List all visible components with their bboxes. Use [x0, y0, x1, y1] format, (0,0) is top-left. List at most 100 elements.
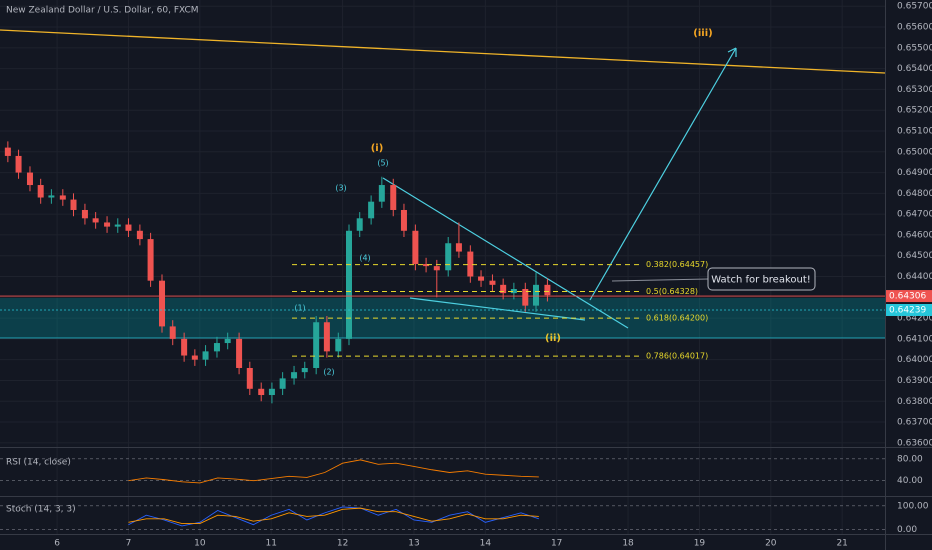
- indicator-line: [128, 506, 539, 527]
- candle-body: [268, 388, 275, 396]
- support-zone: [0, 298, 885, 338]
- candle-body: [236, 338, 243, 368]
- candle-body: [169, 326, 176, 339]
- candle-body: [4, 147, 11, 156]
- candle-body: [356, 218, 363, 231]
- y-tick-label: 0.63600: [897, 438, 932, 448]
- x-tick-label: 11: [265, 539, 276, 549]
- callout-pointer: [611, 278, 709, 282]
- y-tick-label: 0.64800: [897, 189, 932, 199]
- candle-body: [246, 367, 253, 389]
- candle-body: [258, 388, 265, 396]
- y-tick-label: 100.00: [897, 501, 929, 511]
- candle-body: [37, 185, 44, 198]
- price-label-box: [886, 303, 932, 316]
- y-tick-label: 0.64600: [897, 230, 932, 240]
- x-tick-label: 20: [765, 539, 777, 549]
- y-tick-label: 0.00: [897, 525, 917, 535]
- x-tick-label: 17: [551, 539, 562, 549]
- candle-body: [136, 230, 143, 240]
- x-tick-label: 19: [694, 539, 706, 549]
- y-tick-label: 0.65000: [897, 147, 932, 157]
- y-tick-label: 80.00: [897, 454, 923, 464]
- candle-body: [346, 230, 353, 339]
- x-tick-label: 12: [337, 539, 348, 549]
- y-tick-label: 0.63700: [897, 418, 932, 428]
- price-label-box: [886, 290, 932, 303]
- candle-body: [378, 185, 385, 202]
- wave-label: (i): [371, 143, 384, 154]
- candle-body: [70, 199, 77, 210]
- y-tick-label: 0.65200: [897, 106, 932, 116]
- candle-body: [159, 280, 166, 327]
- wedge-upper: [382, 177, 629, 329]
- trendline: [0, 29, 886, 74]
- callout-box: [707, 267, 816, 291]
- candle-body: [423, 264, 430, 267]
- candle-body: [125, 224, 132, 231]
- y-tick-label: 0.64400: [897, 272, 932, 282]
- y-tick-label: 0.65500: [897, 43, 932, 53]
- candle-body: [147, 239, 154, 281]
- indicator-line: [128, 507, 539, 524]
- candle-body: [181, 338, 188, 356]
- candle-body: [335, 338, 342, 352]
- candle-body: [301, 367, 308, 373]
- candle-body: [489, 280, 496, 285]
- candle-body: [15, 155, 22, 173]
- candle-body: [114, 224, 121, 227]
- y-tick-label: 40.00: [897, 476, 923, 486]
- wave-label: (5): [377, 159, 388, 168]
- candle-body: [224, 338, 231, 344]
- wave-label: (ii): [545, 333, 561, 344]
- arrow-head: [727, 47, 737, 57]
- y-tick-label: 0.65300: [897, 85, 932, 95]
- fib-label: 0.618(0.64200): [646, 314, 708, 323]
- x-tick-label: 18: [622, 539, 634, 549]
- candle-body: [390, 185, 397, 210]
- y-tick-label: 0.64900: [897, 168, 932, 178]
- wave-label: (1): [294, 304, 305, 313]
- x-tick-label: 7: [126, 539, 132, 549]
- y-tick-label: 0.65600: [897, 23, 932, 33]
- fib-label: 0.382(0.64457): [646, 260, 708, 269]
- candle-body: [104, 222, 111, 227]
- fib-label: 0.5(0.64328): [646, 287, 698, 296]
- candle-body: [26, 172, 33, 186]
- candle-body: [445, 243, 452, 271]
- y-tick-label: 0.65700: [897, 2, 932, 12]
- y-tick-label: 0.63800: [897, 397, 932, 407]
- x-tick-label: 6: [54, 539, 60, 549]
- candle-body: [433, 266, 440, 271]
- candle-body: [323, 322, 330, 352]
- y-tick-label: 0.63900: [897, 376, 932, 386]
- candle-body: [400, 209, 407, 231]
- price-label: 0.64306: [889, 292, 926, 302]
- candle-body: [510, 288, 517, 294]
- candle-body: [478, 276, 485, 281]
- candle-body: [48, 195, 55, 198]
- callout-text: Watch for breakout!: [711, 275, 811, 286]
- x-tick-label: 10: [194, 539, 206, 549]
- candle-body: [532, 284, 539, 306]
- stoch-title: Stoch (14, 3, 3): [6, 505, 76, 515]
- price-label: 0.64239: [889, 305, 926, 315]
- candle-body: [412, 230, 419, 265]
- projection-arrow: [589, 47, 737, 301]
- x-tick-label: 14: [480, 539, 492, 549]
- y-tick-label: 0.64700: [897, 210, 932, 220]
- indicator-line: [128, 459, 539, 484]
- candle-body: [92, 218, 99, 223]
- candle-body: [313, 322, 320, 368]
- candle-body: [191, 355, 198, 360]
- wedge-lower: [409, 297, 586, 321]
- main-pane: 0.382(0.64457) 0.5(0.64328) 0.618(0.64200)…: [0, 28, 885, 404]
- y-tick-label: 0.64500: [897, 251, 932, 261]
- candle-body: [279, 378, 286, 389]
- y-tick-label: 0.64000: [897, 355, 932, 365]
- rsi-title: RSI (14, close): [6, 458, 71, 468]
- wave-label: (2): [323, 368, 334, 377]
- candle-body: [467, 251, 474, 277]
- candle-body: [81, 209, 88, 219]
